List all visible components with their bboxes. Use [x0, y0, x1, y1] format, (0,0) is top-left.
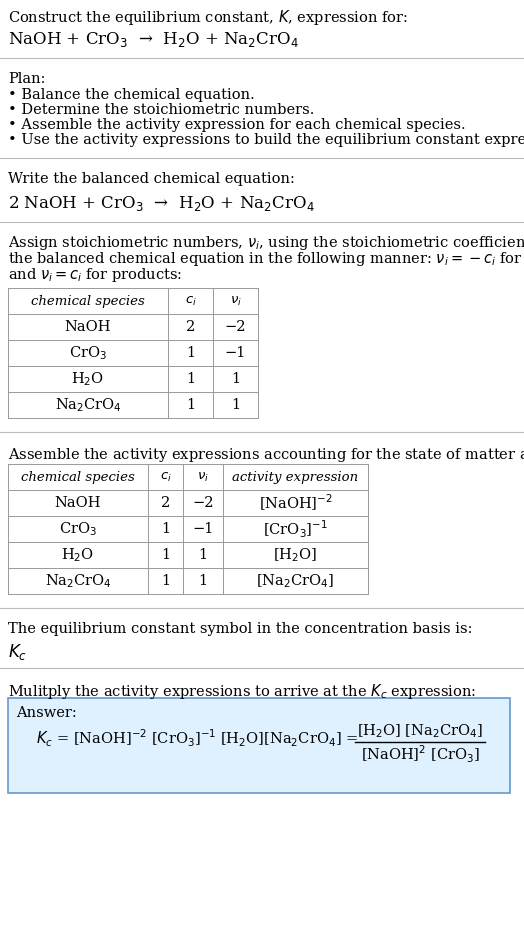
- Text: $K_c$: $K_c$: [8, 642, 27, 662]
- Text: $\nu_i$: $\nu_i$: [230, 295, 242, 307]
- Text: 1: 1: [186, 398, 195, 412]
- Text: −1: −1: [225, 346, 246, 360]
- Text: 1: 1: [199, 548, 208, 562]
- Text: the balanced chemical equation in the following manner: $\nu_i = -c_i$ for react: the balanced chemical equation in the fo…: [8, 250, 524, 268]
- Text: [H$_2$O]: [H$_2$O]: [274, 546, 318, 564]
- Text: CrO$_3$: CrO$_3$: [69, 344, 107, 361]
- Text: 1: 1: [186, 346, 195, 360]
- Text: 1: 1: [161, 522, 170, 536]
- Text: −1: −1: [192, 522, 214, 536]
- Text: and $\nu_i = c_i$ for products:: and $\nu_i = c_i$ for products:: [8, 266, 182, 284]
- Text: [NaOH]$^{-2}$: [NaOH]$^{-2}$: [259, 493, 332, 514]
- Text: Assign stoichiometric numbers, $\nu_i$, using the stoichiometric coefficients, $: Assign stoichiometric numbers, $\nu_i$, …: [8, 234, 524, 252]
- Text: Plan:: Plan:: [8, 72, 46, 86]
- Text: Write the balanced chemical equation:: Write the balanced chemical equation:: [8, 172, 295, 186]
- Text: 1: 1: [161, 574, 170, 588]
- Text: 1: 1: [161, 548, 170, 562]
- Text: 1: 1: [199, 574, 208, 588]
- Text: 2: 2: [186, 320, 195, 334]
- Text: [H$_2$O] [Na$_2$CrO$_4$]: [H$_2$O] [Na$_2$CrO$_4$]: [357, 723, 483, 740]
- Text: Answer:: Answer:: [16, 706, 77, 720]
- Text: 2: 2: [161, 496, 170, 510]
- Text: $c_i$: $c_i$: [184, 295, 196, 307]
- Text: 2 NaOH + CrO$_3$  →  H$_2$O + Na$_2$CrO$_4$: 2 NaOH + CrO$_3$ → H$_2$O + Na$_2$CrO$_4…: [8, 194, 315, 213]
- Bar: [8, 288, 258, 418]
- Text: $\nu_i$: $\nu_i$: [197, 471, 209, 483]
- Text: H$_2$O: H$_2$O: [61, 546, 94, 564]
- Text: • Determine the stoichiometric numbers.: • Determine the stoichiometric numbers.: [8, 103, 314, 117]
- Text: NaOH: NaOH: [54, 496, 101, 510]
- Text: 1: 1: [186, 372, 195, 386]
- Text: 1: 1: [231, 398, 240, 412]
- Text: −2: −2: [192, 496, 214, 510]
- Text: Mulitply the activity expressions to arrive at the $K_c$ expression:: Mulitply the activity expressions to arr…: [8, 682, 476, 701]
- Text: $c_i$: $c_i$: [160, 471, 171, 483]
- Text: [CrO$_3$]$^{-1}$: [CrO$_3$]$^{-1}$: [263, 518, 328, 540]
- Text: Na$_2$CrO$_4$: Na$_2$CrO$_4$: [54, 397, 122, 414]
- Text: [Na$_2$CrO$_4$]: [Na$_2$CrO$_4$]: [256, 573, 334, 590]
- Bar: [8, 464, 368, 594]
- Text: activity expression: activity expression: [233, 471, 358, 483]
- Text: chemical species: chemical species: [21, 471, 135, 483]
- Text: chemical species: chemical species: [31, 295, 145, 307]
- Text: [NaOH]$^2$ [CrO$_3$]: [NaOH]$^2$ [CrO$_3$]: [361, 744, 479, 766]
- FancyBboxPatch shape: [8, 698, 510, 793]
- Text: The equilibrium constant symbol in the concentration basis is:: The equilibrium constant symbol in the c…: [8, 622, 473, 636]
- Text: • Assemble the activity expression for each chemical species.: • Assemble the activity expression for e…: [8, 118, 466, 132]
- Text: CrO$_3$: CrO$_3$: [59, 520, 97, 538]
- Text: NaOH: NaOH: [65, 320, 111, 334]
- Text: • Balance the chemical equation.: • Balance the chemical equation.: [8, 88, 255, 102]
- Text: Construct the equilibrium constant, $K$, expression for:: Construct the equilibrium constant, $K$,…: [8, 8, 408, 27]
- Text: $K_c$ = [NaOH]$^{-2}$ [CrO$_3$]$^{-1}$ [H$_2$O][Na$_2$CrO$_4$] =: $K_c$ = [NaOH]$^{-2}$ [CrO$_3$]$^{-1}$ […: [36, 728, 358, 749]
- Text: • Use the activity expressions to build the equilibrium constant expression.: • Use the activity expressions to build …: [8, 133, 524, 147]
- Text: Assemble the activity expressions accounting for the state of matter and $\nu_i$: Assemble the activity expressions accoun…: [8, 446, 524, 464]
- Text: H$_2$O: H$_2$O: [71, 370, 105, 388]
- Text: NaOH + CrO$_3$  →  H$_2$O + Na$_2$CrO$_4$: NaOH + CrO$_3$ → H$_2$O + Na$_2$CrO$_4$: [8, 30, 299, 49]
- Text: −2: −2: [225, 320, 246, 334]
- Text: Na$_2$CrO$_4$: Na$_2$CrO$_4$: [45, 573, 112, 590]
- Text: 1: 1: [231, 372, 240, 386]
